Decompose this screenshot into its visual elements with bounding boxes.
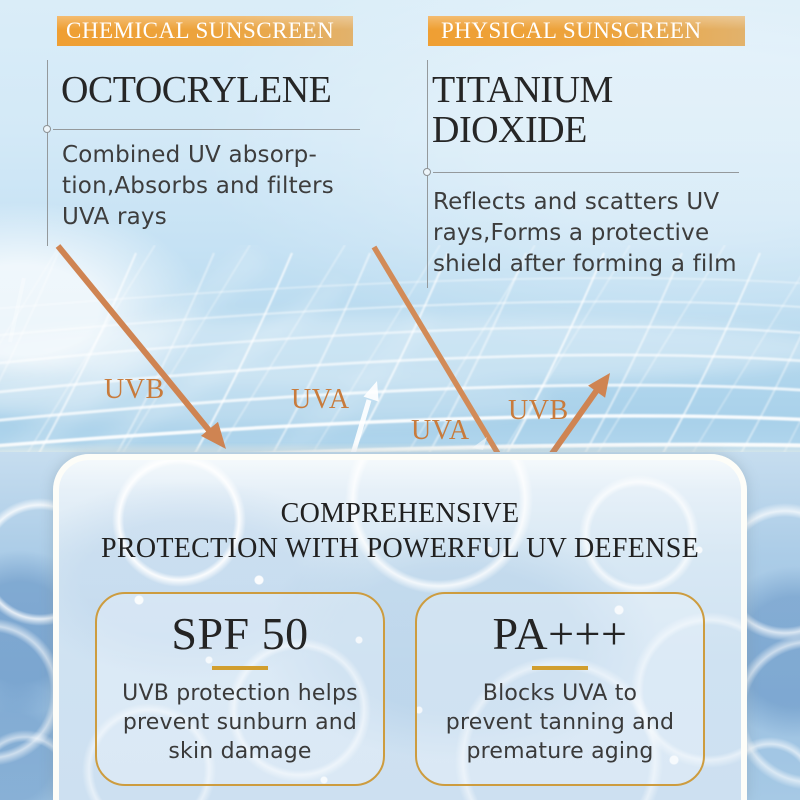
title-line: DIOXIDE bbox=[432, 109, 587, 151]
left-divider-horizontal-line bbox=[53, 129, 360, 130]
card-text-line: premature aging bbox=[466, 739, 654, 764]
octocrylene-title: OCTOCRYLENE bbox=[61, 69, 332, 111]
right-divider-horizontal-line bbox=[433, 172, 739, 173]
description-line: Combined UV absorp- bbox=[62, 142, 317, 168]
title-line: TITANIUM bbox=[432, 69, 613, 111]
pa-card-title: PA+++ bbox=[492, 608, 628, 659]
uvb-label-left: UVB bbox=[104, 374, 165, 405]
description-line: Reflects and scatters UV bbox=[433, 189, 720, 215]
description-line: shield after forming a film bbox=[433, 251, 737, 277]
description-line: UVA rays bbox=[62, 204, 167, 230]
right-divider-node bbox=[423, 168, 431, 176]
card-text-line: UVB protection helps bbox=[122, 681, 358, 706]
spf-card-title: SPF 50 bbox=[171, 608, 309, 659]
pa-card-description: Blocks UVA to prevent tanning and premat… bbox=[417, 679, 703, 766]
pa-card: PA+++ Blocks UVA to prevent tanning and … bbox=[415, 592, 705, 786]
chemical-sunscreen-banner-label: CHEMICAL SUNSCREEN bbox=[66, 18, 335, 43]
uva-label-right: UVA bbox=[411, 415, 470, 446]
uvb-label-right: UVB bbox=[508, 395, 569, 426]
spf-card-description: UVB protection helps prevent sunburn and… bbox=[97, 679, 383, 766]
titanium-dioxide-title: TITANIUM DIOXIDE bbox=[432, 70, 613, 150]
panel-heading: COMPREHENSIVE PROTECTION WITH POWERFUL U… bbox=[0, 496, 800, 566]
card-text-line: prevent tanning and bbox=[445, 710, 675, 735]
pa-card-underline bbox=[532, 666, 588, 670]
physical-sunscreen-banner-label: PHYSICAL SUNSCREEN bbox=[441, 18, 702, 43]
physical-sunscreen-banner: PHYSICAL SUNSCREEN bbox=[428, 16, 745, 46]
card-text-line: Blocks UVA to bbox=[482, 681, 638, 706]
card-text-line: prevent sunburn and bbox=[122, 710, 358, 735]
spf-card: SPF 50 UVB protection helps prevent sunb… bbox=[95, 592, 385, 786]
description-line: tion,Absorbs and filters bbox=[62, 173, 334, 199]
spf-card-underline bbox=[212, 666, 268, 670]
panel-heading-line: PROTECTION WITH POWERFUL UV DEFENSE bbox=[101, 533, 699, 564]
uva-label-center: UVA bbox=[291, 384, 350, 415]
description-line: rays,Forms a protective bbox=[433, 220, 710, 246]
chemical-sunscreen-banner: CHEMICAL SUNSCREEN bbox=[57, 16, 353, 46]
left-divider-node bbox=[43, 125, 51, 133]
protection-panel bbox=[53, 454, 747, 800]
physical-description: Reflects and scatters UV rays,Forms a pr… bbox=[433, 187, 737, 280]
panel-heading-line: COMPREHENSIVE bbox=[280, 498, 520, 529]
left-divider-vertical-line bbox=[47, 60, 48, 246]
chemical-description: Combined UV absorp- tion,Absorbs and fil… bbox=[62, 140, 334, 233]
card-text-line: skin damage bbox=[168, 739, 312, 764]
